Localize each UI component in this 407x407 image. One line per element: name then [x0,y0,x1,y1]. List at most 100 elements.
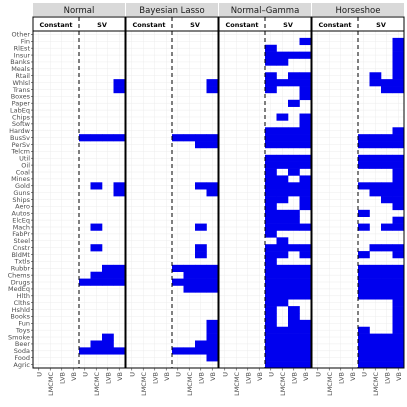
cell-normal-vb-guns [113,189,126,197]
cell-horseshoe-vb-aero [392,202,405,211]
cell-horseshoe-lvb-soda [381,347,393,355]
x-tick-label-lvb: LVB [290,372,298,384]
y-tick-label-fin: Fin [21,38,30,46]
cell-normal-gamma-vb-bussv [299,134,312,142]
cell-bayesian-lasso-vb-beer [206,340,219,348]
cell-horseshoe-vb-fun [392,319,405,328]
y-tick-label-agric: Agric [13,361,30,369]
y-tick-label-books: Books [10,313,30,321]
y-tick-label-toys: Toys [15,326,31,334]
cell-normal-gamma-u-smoke [265,333,277,341]
y-tick-label-cnstr: Cnstr [13,244,31,252]
cell-normal-lmcmc-beer [90,340,103,348]
cell-horseshoe-u-hlth [358,292,370,300]
cell-normal-gamma-lmcmc-ships [276,196,289,204]
x-tick-label-lvb: LVB [58,372,66,384]
y-tick-label-beer: Beer [15,340,30,348]
cell-normal-gamma-lmcmc-gold [276,182,289,190]
group-label-constant: Constant [40,21,73,29]
cell-horseshoe-vb-whlsl [392,79,405,87]
cell-horseshoe-vb-drugs [392,278,405,286]
cell-normal-gamma-u-mines [265,175,277,183]
cell-horseshoe-lmcmc-rtail [369,72,382,80]
cell-bayesian-lasso-lmcmc-medeq [183,285,196,293]
cell-horseshoe-u-medeq [358,285,370,293]
cell-normal-gamma-lvb-books [288,312,300,321]
cell-normal-gamma-u-autos [265,209,277,217]
cell-normal-vb-soda [113,347,126,355]
cell-normal-gamma-lvb-fun [288,319,300,328]
cell-horseshoe-lvb-whlsl [381,79,393,87]
y-tick-label-bldmt: BldMt [11,251,30,259]
cell-horseshoe-vb-fin [392,37,405,46]
cell-horseshoe-u-util [358,154,370,162]
cell-horseshoe-vb-toys [392,326,405,334]
cell-normal-gamma-vb-hlth [299,292,312,300]
cell-normal-gamma-lvb-persv [288,141,300,149]
cell-horseshoe-vb-smoke [392,333,405,341]
y-tick-label-chips: Chips [12,113,31,121]
panel-title: Bayesian Lasso [139,6,204,16]
cell-normal-gamma-lmcmc-food [276,354,289,362]
cell-bayesian-lasso-vb-rubbr [206,264,219,273]
x-tick-label-lvb: LVB [383,372,391,384]
cell-normal-gamma-u-elceq [265,216,277,224]
x-tick-label-u: U [35,372,43,377]
cell-normal-gamma-vb-chips [299,113,312,121]
cell-horseshoe-lmcmc-rubbr [369,264,382,273]
cell-horseshoe-lvb-gold [381,182,393,190]
cell-horseshoe-lvb-persv [381,141,393,149]
cell-normal-gamma-vb-insur [299,51,312,59]
cell-normal-lmcmc-mach [90,223,103,231]
cell-normal-gamma-lmcmc-steel [276,237,289,245]
cell-horseshoe-vb-chems [392,271,405,279]
cell-normal-gamma-u-food [265,354,277,362]
cell-normal-gamma-lmcmc-agric [276,361,289,369]
y-tick-label-bussv: BusSv [10,134,30,142]
cell-normal-gamma-vb-rubbr [299,264,312,273]
panel-title: Normal–Gamma [231,6,300,16]
x-tick-label-lvb: LVB [337,372,345,384]
cell-horseshoe-lvb-agric [381,361,393,369]
y-tick-label-paper: Paper [12,100,31,108]
cell-normal-gamma-lvb-autos [288,209,300,217]
x-tick-label-vb: VB [116,372,124,381]
cell-normal-gamma-vb-whlsl [299,79,312,87]
cell-horseshoe-vb-elceq [392,216,405,224]
cell-horseshoe-lvb-chems [381,271,393,279]
cell-horseshoe-lmcmc-drugs [369,278,382,286]
group-label-sv: SV [376,21,386,29]
cell-normal-gamma-lmcmc-cnstr [276,244,289,252]
cell-normal-gamma-lmcmc-bussv [276,134,289,142]
cell-horseshoe-u-smoke [358,333,370,341]
cell-horseshoe-vb-mach [392,223,405,231]
cell-normal-gamma-lvb-gold [288,182,300,190]
x-tick-label-u: U [267,372,275,377]
y-tick-label-rlest: RlEst [14,44,31,52]
cell-normal-gamma-lmcmc-persv [276,141,289,149]
cell-normal-gamma-vb-ships [299,196,312,204]
cell-normal-gamma-u-chems [265,271,277,279]
cell-horseshoe-u-gold [358,182,370,190]
cell-bayesian-lasso-lvb-chems [195,271,207,279]
cell-horseshoe-lmcmc-soda [369,347,382,355]
cell-horseshoe-u-soda [358,347,370,355]
y-tick-label-aero: Aero [15,203,30,211]
x-tick-label-u: U [81,372,89,377]
cell-bayesian-lasso-lmcmc-bussv [183,134,196,142]
y-tick-label-mach: Mach [13,223,30,231]
cell-normal-gamma-lvb-agric [288,361,300,369]
panel-strip-normal-gamma [219,3,311,16]
cell-horseshoe-lvb-mach [381,223,393,231]
cell-bayesian-lasso-lvb-soda [195,347,207,355]
cell-normal-gamma-u-aero [265,202,277,211]
cell-normal-gamma-u-fun [265,319,277,328]
cell-normal-gamma-lmcmc-chems [276,271,289,279]
cell-normal-gamma-lmcmc-whlsl [276,79,289,87]
cell-normal-lvb-chems [102,271,114,279]
cell-horseshoe-u-persv [358,141,370,149]
cell-normal-gamma-u-medeq [265,285,277,293]
cell-normal-gamma-lvb-food [288,354,300,362]
x-tick-label-u: U [174,372,182,377]
x-tick-label-vb: VB [209,372,217,381]
